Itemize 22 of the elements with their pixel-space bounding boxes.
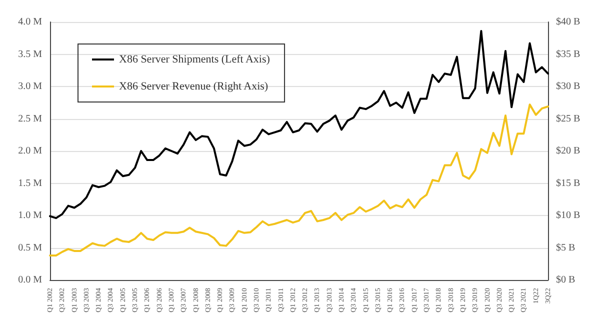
y2-tick-label: $35 B — [556, 48, 580, 60]
legend-label: X86 Server Shipments (Left Axis) — [119, 54, 270, 66]
y-tick-label: 3.0 M — [18, 81, 42, 92]
y-tick-label: 3.5 M — [18, 48, 42, 60]
y2-tick-label: $10 B — [556, 210, 580, 221]
y-tick-label: 2.5 M — [18, 113, 42, 124]
y2-tick-label: $5 B — [556, 242, 576, 254]
line-series — [49, 30, 549, 220]
y2-tick-label: $30 B — [556, 81, 580, 92]
y2-tick-label: $25 B — [556, 113, 580, 124]
y-tick-label: 2.0 M — [18, 146, 42, 156]
y2-tick-label: $15 B — [556, 178, 580, 189]
y2-tick-label: $40 B — [556, 16, 580, 28]
y-tick-label: 0.5 M — [18, 242, 42, 254]
y2-tick-label: $20 B — [556, 146, 580, 156]
y-tick-label: 4.0 M — [18, 16, 42, 28]
y-tick-label: 0.0 M — [18, 274, 42, 286]
legend-label: X86 Server Revenue (Right Axis) — [119, 80, 268, 92]
line-series — [49, 104, 549, 256]
y-tick-label: 1.0 M — [18, 210, 42, 221]
y-tick-label: 1.5 M — [18, 178, 42, 189]
y2-tick-label: $0 B — [556, 274, 576, 286]
